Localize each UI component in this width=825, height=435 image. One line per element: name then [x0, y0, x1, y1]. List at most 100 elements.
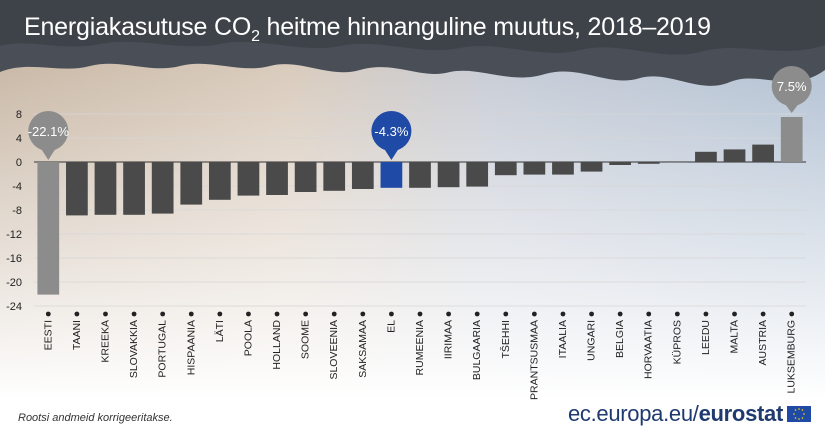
footer-strip: [0, 400, 825, 435]
callout-label: 7.5%: [777, 79, 807, 94]
x-tick-label: PORTUGAL: [157, 320, 169, 378]
callout-bubble: [28, 111, 69, 151]
brand-domain: ec.europa.eu/: [567, 401, 699, 426]
bar-sloveenia: [323, 162, 346, 191]
bar-malta: [723, 149, 746, 162]
bar-leedu: [695, 151, 717, 162]
category-dot: [217, 311, 223, 317]
y-tick-label: 4: [16, 133, 22, 145]
callout-label: -22.1%: [28, 124, 70, 139]
bar-rumeenia: [409, 162, 431, 188]
category-dot: [417, 311, 423, 317]
chart-title: Energiakasutuse CO2 heitme hinnanguline …: [24, 13, 711, 46]
category-dot: [389, 311, 394, 317]
category-dot: [503, 311, 509, 317]
bar-el: [380, 162, 403, 188]
bar-portugal: [151, 162, 174, 214]
bar-belgia: [609, 162, 632, 165]
bar-iirimaa: [437, 162, 460, 188]
category-dot: [617, 311, 623, 317]
x-tick-label: BELGIA: [614, 320, 626, 358]
x-tick-label: TŠEHHI: [499, 320, 512, 359]
bar-tšehhi: [494, 162, 517, 176]
callout-bubble: [371, 111, 412, 151]
x-tick-label: TAANI: [71, 320, 83, 350]
y-tick-label: -8: [12, 205, 22, 217]
y-tick-label: -20: [6, 277, 22, 289]
footer-note: Rootsi andmeid korrigeeritakse.: [18, 412, 173, 424]
bar-kreeka: [94, 162, 117, 215]
x-tick-label: HOLLAND: [271, 320, 283, 370]
x-tick-label: BULGAARIA: [471, 320, 483, 380]
x-tick-label: SOOME: [300, 320, 312, 359]
category-dot: [303, 311, 309, 317]
category-dot: [446, 311, 451, 317]
x-tick-label: KÜPROS: [671, 320, 683, 364]
bar-läti: [208, 162, 231, 200]
eurostat-brand[interactable]: ec.europa.eu/eurostat: [568, 401, 783, 427]
y-tick-label: -16: [6, 253, 22, 265]
x-tick-label: SAKSAMAA: [357, 320, 369, 378]
category-dot: [246, 311, 251, 317]
x-tick-label: IIRIMAA: [443, 320, 455, 359]
bar-küpros: [666, 161, 689, 163]
title-prefix: Energiakasutuse CO: [24, 13, 252, 41]
callout-bubble: [771, 66, 812, 106]
x-tick-label: MALTA: [729, 320, 741, 353]
x-tick-label: UNGARI: [586, 320, 598, 361]
x-tick-label: POOLA: [242, 320, 254, 356]
category-dot: [160, 311, 166, 317]
category-dot: [45, 311, 51, 317]
title-suffix: heitme hinnanguline muutus, 2018–2019: [259, 13, 712, 41]
bar-bulgaaria: [466, 162, 489, 187]
title-subscript: 2: [251, 28, 260, 45]
bar-slovakkia: [123, 162, 145, 215]
category-dot: [789, 311, 795, 317]
bar-holland: [266, 162, 288, 195]
bar-ungari: [580, 162, 603, 172]
x-tick-label: EL: [385, 320, 397, 333]
x-tick-label: AUSTRIA: [757, 320, 769, 366]
category-dot: [274, 311, 280, 317]
eu-flag-icon: [787, 406, 811, 422]
y-tick-label: -4: [12, 181, 22, 193]
cloud-band-dark: [0, 0, 825, 55]
bar-horvaatia: [637, 162, 660, 164]
x-tick-label: ITAALIA: [557, 320, 569, 358]
bar-hispaania: [180, 162, 203, 205]
x-tick-label: LEEDU: [700, 320, 712, 355]
x-tick-label: EESTI: [42, 320, 54, 350]
y-tick-label: 0: [16, 157, 22, 169]
category-dot: [703, 311, 709, 317]
category-dot: [331, 311, 337, 317]
x-tick-label: KREEKA: [99, 320, 111, 363]
bar-itaalia: [552, 162, 574, 175]
y-tick-label: -12: [6, 229, 22, 241]
sky-fade: [0, 60, 825, 400]
bar-prantsusmaa: [523, 162, 546, 175]
y-tick-label: -24: [6, 301, 22, 313]
x-tick-label: HISPAANIA: [185, 320, 197, 375]
bar-eesti: [37, 162, 60, 295]
x-tick-label: SLOVAKKIA: [128, 320, 140, 378]
category-dot: [131, 311, 137, 317]
category-dot: [560, 311, 566, 317]
x-tick-label: LÄTI: [214, 320, 226, 342]
y-tick-label: 8: [16, 109, 22, 121]
bar-luksemburg: [780, 117, 803, 162]
category-dot: [474, 311, 480, 317]
category-dot: [531, 311, 537, 317]
category-dot: [674, 311, 680, 317]
x-tick-label: HORVAATIA: [643, 320, 655, 379]
bar-taani: [66, 162, 88, 216]
x-tick-label: RUMEENIA: [414, 320, 426, 375]
x-tick-label: PRANTSUSMAA: [528, 320, 540, 400]
brand-name: eurostat: [698, 401, 784, 426]
callout-label: -4.3%: [374, 124, 408, 139]
bar-soome: [294, 162, 317, 192]
category-dot: [732, 311, 737, 317]
x-tick-label: LUKSEMBURG: [786, 320, 798, 394]
